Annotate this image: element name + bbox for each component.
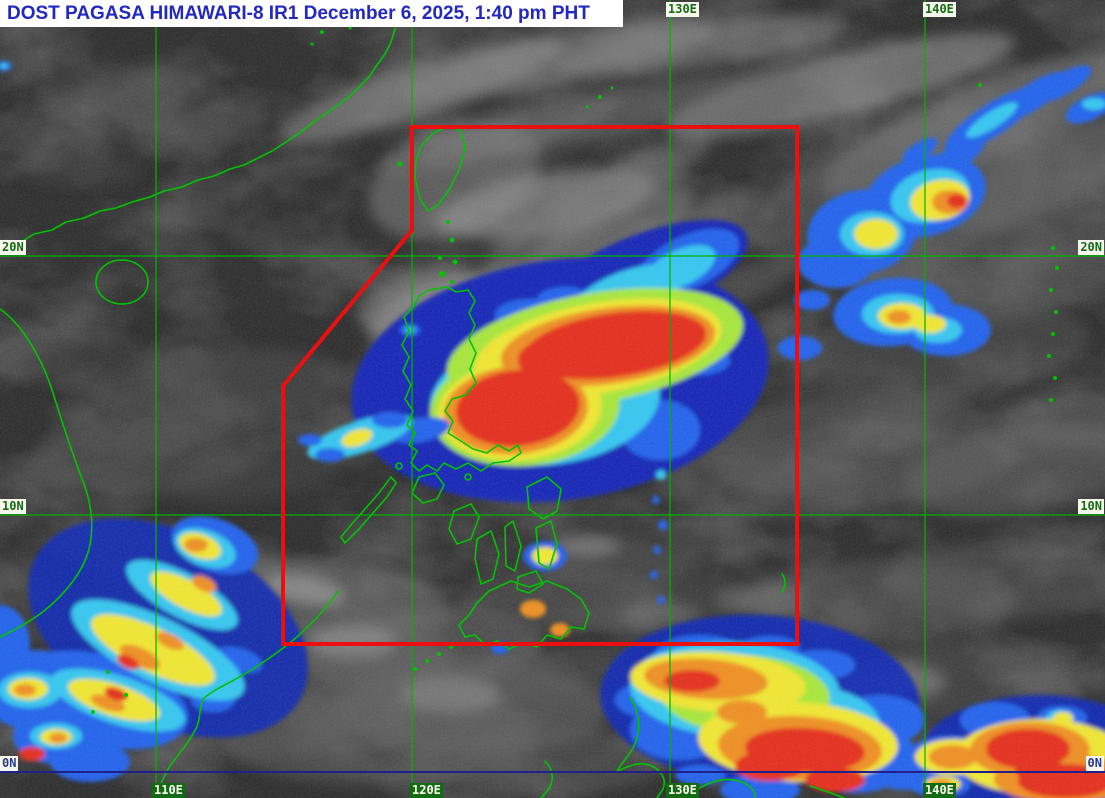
coastline-negros: [474, 530, 500, 585]
grid-label-right-10n: 10N: [1078, 499, 1104, 514]
grid-label-right-20n: 20N: [1078, 240, 1104, 255]
coastline-luzon: [401, 286, 522, 472]
coastline-cebu: [504, 520, 522, 572]
grid-label-bottom-140e: 140E: [923, 783, 956, 798]
grid-label-left-20n: 20N: [0, 240, 26, 255]
grid-label-top-140e: 140E: [923, 2, 956, 17]
grid-label-bottom-120e: 120E: [410, 783, 443, 798]
coastline-marinduque: [464, 473, 472, 481]
coastline-borneo: [154, 590, 339, 798]
coastline-palawan: [340, 476, 397, 544]
coastline-island-west: [540, 760, 554, 798]
header-bar: DOST PAGASA HIMAWARI-8 IR1 December 6, 2…: [0, 0, 623, 27]
grid-label-bottom-130e: 130E: [666, 783, 699, 798]
coastline-palau: [781, 573, 786, 593]
coastline-leyte: [535, 520, 558, 570]
coastline-busuanga: [395, 462, 403, 470]
coastline-island-southeast: [809, 785, 845, 798]
grid-label-left-0n: 0N: [0, 756, 19, 771]
grid-label-top-130e: 130E: [666, 2, 699, 17]
par-boundary: [281, 125, 799, 646]
coastline-vietnam: [0, 308, 93, 638]
coastline-panay: [448, 503, 480, 545]
grid-label-right-0n: 0N: [1085, 756, 1104, 771]
coastline-hainan: [95, 259, 149, 305]
coastline-bohol: [516, 570, 544, 594]
coastline-samar: [526, 476, 562, 520]
coastline-china: [0, 0, 398, 250]
grid-label-left-10n: 10N: [0, 499, 26, 514]
grid-label-bottom-110e: 110E: [152, 783, 185, 798]
coastline-mindanao: [458, 580, 590, 650]
coastline-sulawesi-south: [697, 778, 757, 798]
header-title: DOST PAGASA HIMAWARI-8 IR1 December 6, 2…: [7, 3, 590, 24]
